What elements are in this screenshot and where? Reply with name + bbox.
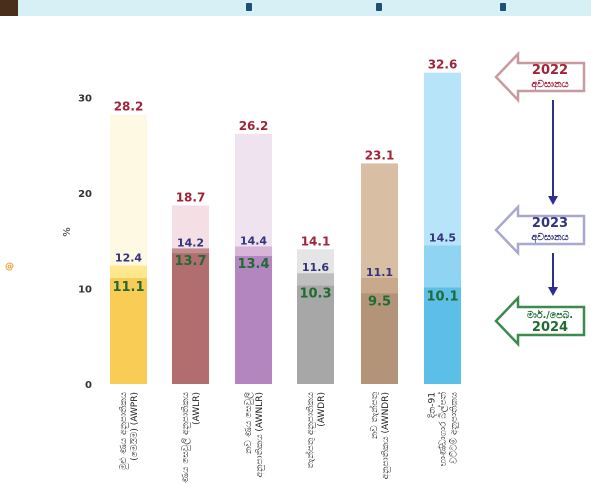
data-label-2022: 14.1: [301, 234, 331, 248]
bar-2024: [424, 287, 461, 384]
header-bar: [376, 3, 382, 11]
data-label-2024: 13.4: [237, 257, 269, 272]
legend-label: 2022: [532, 63, 568, 78]
legend-connector-arrowhead: [548, 287, 558, 296]
bar-2024: [361, 293, 398, 384]
data-label-2022: 26.2: [239, 119, 269, 133]
y-tick-label: 10: [78, 285, 92, 296]
data-label-2022: 28.2: [114, 100, 144, 114]
data-label-2023: 14.2: [177, 236, 204, 249]
bar-2024: [110, 277, 147, 384]
category-label: අනුපාතිකය (AWNLR): [254, 392, 265, 477]
legend-arrow: [494, 203, 586, 257]
data-label-2024: 9.5: [368, 294, 391, 309]
legend-label: 2023: [532, 216, 568, 231]
data-label-2023: 11.6: [302, 261, 329, 274]
data-label-2024: 10.1: [426, 290, 458, 305]
legend-connector-arrowhead: [548, 196, 558, 205]
header-block: [0, 0, 18, 16]
legend-arrow: [494, 50, 586, 104]
header-bar: [246, 3, 252, 11]
category-label: (AWLR): [192, 392, 202, 425]
bar-2024: [297, 285, 334, 384]
legend-label: මාර්./පෙබ.: [527, 308, 573, 321]
bar-2024: [172, 253, 209, 384]
legend-label: 2024: [532, 320, 568, 335]
y-tick-label: 20: [78, 189, 92, 200]
data-label-2023: 14.5: [429, 232, 456, 245]
category-label: භාණ්ඩාගාර බිල්පත්: [437, 391, 448, 466]
y-axis-label: %: [62, 227, 73, 237]
category-label: වට්ටම් අනුපාතිකය: [449, 391, 460, 463]
category-label: (AWDR): [317, 392, 327, 427]
bar-2024: [235, 256, 272, 384]
header-bar: [500, 3, 506, 11]
category-label: ණය සෙවුලි අනුපාතිකය: [180, 391, 191, 483]
side-mark: @: [5, 262, 14, 272]
category-label: තැන්පතු අනුපාතිකය: [305, 391, 316, 468]
y-tick-label: 0: [85, 380, 92, 391]
legend-arrow: [494, 294, 586, 348]
category-label: අනුපාතිකය (AWNDR): [380, 392, 391, 479]
legend-label: අවසානය: [531, 78, 568, 91]
y-tick-label: 30: [78, 94, 92, 105]
category-label: දින-91: [427, 392, 438, 418]
data-label-2023: 11.1: [366, 266, 393, 279]
data-label-2022: 23.1: [365, 148, 395, 162]
data-label-2024: 13.7: [174, 254, 206, 269]
header-band: [0, 0, 591, 16]
category-label: නව ණය සෙවුලි: [244, 392, 254, 454]
data-label-2023: 14.4: [240, 234, 267, 247]
data-label-2024: 10.3: [299, 287, 331, 302]
data-label-2022: 18.7: [176, 190, 206, 204]
legend-label: අවසානය: [531, 231, 568, 244]
category-label: මුළු ණය අනුපාතිකය: [118, 391, 129, 470]
data-label-2022: 32.6: [428, 58, 458, 72]
category-label: (මෙයිම) (AWPR): [129, 392, 140, 461]
category-label: නව තැන්පතු: [369, 391, 380, 439]
data-label-2023: 12.4: [115, 252, 142, 265]
data-label-2024: 11.1: [112, 280, 144, 295]
